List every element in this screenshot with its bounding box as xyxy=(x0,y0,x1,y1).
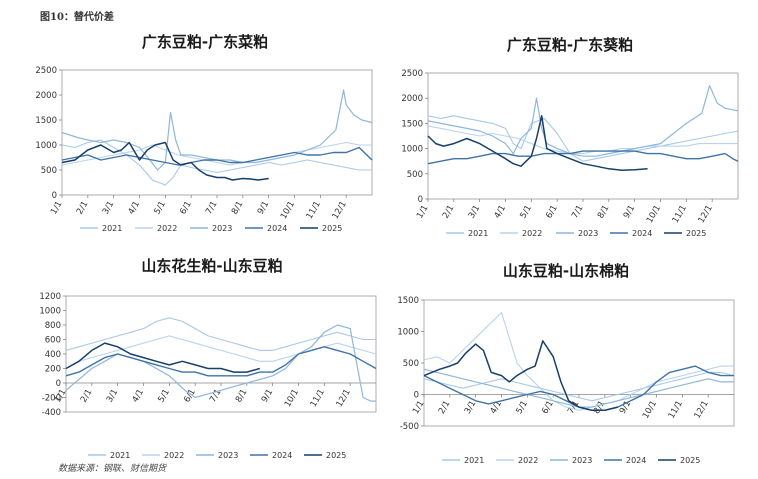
series-line-2022 xyxy=(61,141,372,166)
x-tick-label: 9/1 xyxy=(618,399,634,416)
series-line-2025 xyxy=(427,115,648,172)
series-line-2021 xyxy=(427,115,739,162)
y-tick-label: 600 xyxy=(45,336,61,346)
series-line-2021 xyxy=(61,139,372,186)
y-tick-label: 0 xyxy=(56,379,61,389)
y-tick-label: -400 xyxy=(42,408,61,418)
legend-label-2023: 2023 xyxy=(578,229,598,238)
x-tick-label: 11/1 xyxy=(667,399,685,421)
chart-title: 广东豆粕-广东菜粕 xyxy=(142,33,268,51)
series-line-2023 xyxy=(427,84,739,157)
x-tick-label: 10/1 xyxy=(641,399,659,421)
series-line-2024 xyxy=(61,146,373,166)
series-line-2022 xyxy=(423,312,734,411)
y-tick-label: 2500 xyxy=(401,69,423,79)
legend-label-2023: 2023 xyxy=(212,224,232,233)
y-tick-label: 800 xyxy=(45,321,61,331)
legend-label-2024: 2024 xyxy=(272,451,292,460)
legend-label-2025: 2025 xyxy=(686,229,706,238)
legend-label-2021: 2021 xyxy=(102,224,122,233)
legend-label-2025: 2025 xyxy=(326,451,346,460)
legend-label-2021: 2021 xyxy=(468,229,488,238)
series-line-2024 xyxy=(427,150,739,165)
legend-label-2024: 2024 xyxy=(632,229,652,238)
x-tick-label: 8/1 xyxy=(592,399,608,416)
y-tick-label: 1000 xyxy=(35,141,57,151)
y-tick-label: 2000 xyxy=(35,91,57,101)
figure-label: 图10：替代价差 xyxy=(40,12,114,23)
y-tick-label: -500 xyxy=(400,422,419,432)
legend-label-2024: 2024 xyxy=(626,456,646,465)
series-line-2025 xyxy=(65,342,261,373)
series-line-2024 xyxy=(65,346,377,377)
chart-title: 山东豆粕-山东棉粕 xyxy=(503,262,629,280)
x-tick-label: 12/1 xyxy=(693,399,711,421)
legend-label-2021: 2021 xyxy=(464,456,484,465)
chart-title: 山东花生粕-山东豆粕 xyxy=(141,257,282,275)
y-tick-label: 0 xyxy=(52,191,57,201)
y-tick-label: -200 xyxy=(42,394,61,404)
y-tick-label: 400 xyxy=(45,350,61,360)
y-tick-label: 1500 xyxy=(401,119,423,129)
y-tick-label: 1500 xyxy=(397,296,419,306)
series-line-2023 xyxy=(61,89,373,171)
legend-label-2022: 2022 xyxy=(522,229,542,238)
legend-label-2022: 2022 xyxy=(157,224,177,233)
legend-label-2024: 2024 xyxy=(267,224,287,233)
y-tick-label: 2000 xyxy=(401,94,423,104)
chart-title: 广东豆粕-广东葵粕 xyxy=(507,36,633,54)
legend-label-2022: 2022 xyxy=(164,451,184,460)
y-tick-label: 200 xyxy=(45,365,61,375)
series-line-2021 xyxy=(65,317,376,351)
series-line-2022 xyxy=(427,125,738,155)
data-source-note: 数据来源：钢联、财信期货 xyxy=(58,464,167,474)
y-tick-label: 1200 xyxy=(39,292,61,302)
y-tick-label: 1000 xyxy=(401,145,423,155)
y-tick-label: 1500 xyxy=(35,116,57,126)
y-tick-label: 500 xyxy=(41,166,57,176)
y-tick-label: 500 xyxy=(407,170,423,180)
legend-label-2025: 2025 xyxy=(680,456,700,465)
y-tick-label: 1000 xyxy=(397,328,419,338)
y-tick-label: 2500 xyxy=(35,66,57,76)
legend-label-2022: 2022 xyxy=(518,456,538,465)
y-tick-label: 0 xyxy=(414,391,419,401)
legend-label-2021: 2021 xyxy=(110,451,130,460)
y-tick-label: 0 xyxy=(418,195,423,205)
legend-label-2023: 2023 xyxy=(572,456,592,465)
y-tick-label: 500 xyxy=(403,359,419,369)
series-line-2021 xyxy=(423,371,735,402)
legend-label-2025: 2025 xyxy=(322,224,342,233)
x-tick-label: 5/1 xyxy=(514,399,530,416)
x-tick-label: 2/1 xyxy=(437,399,453,416)
y-tick-label: 1000 xyxy=(39,307,61,317)
series-line-2025 xyxy=(423,340,618,412)
legend-label-2023: 2023 xyxy=(218,451,238,460)
series-line-2025 xyxy=(61,141,269,181)
